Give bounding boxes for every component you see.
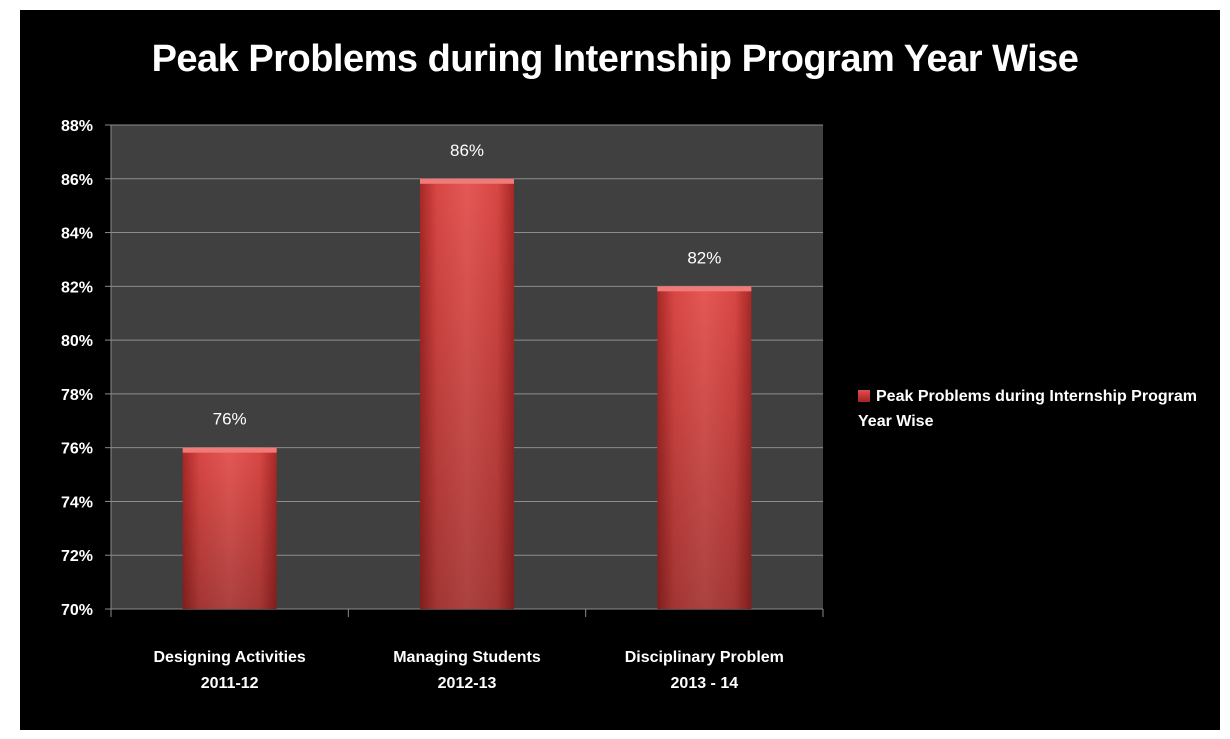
data-label: 82% (687, 248, 721, 267)
y-tick-label: 82% (61, 279, 93, 296)
bar-top-highlight (182, 447, 277, 453)
y-tick-label: 74% (61, 494, 93, 511)
x-category-label: Designing Activities (154, 649, 306, 666)
x-category-label: 2013 - 14 (671, 675, 739, 692)
x-category-label: 2012-13 (438, 675, 497, 692)
y-tick-label: 88% (61, 118, 93, 135)
data-label: 86% (450, 141, 484, 160)
bar-top-highlight (420, 178, 514, 184)
chart-title: Peak Problems during Internship Program … (151, 38, 1079, 80)
y-tick-label: 84% (61, 226, 93, 243)
bar-top-highlight (657, 286, 752, 292)
data-label: 76% (213, 410, 247, 429)
legend-swatch (858, 390, 870, 402)
x-category-label: Disciplinary Problem (625, 649, 784, 666)
legend: Peak Problems during Internship Program … (858, 384, 1203, 434)
x-category-label: Managing Students (393, 649, 541, 666)
legend-label: Peak Problems during Internship Program … (858, 388, 1197, 430)
y-tick-label: 86% (61, 172, 93, 189)
y-tick-label: 80% (61, 333, 93, 350)
y-tick-label: 70% (61, 602, 93, 619)
y-tick-label: 78% (61, 387, 93, 404)
x-category-label: 2011-12 (201, 675, 259, 692)
bar-shade (420, 178, 514, 609)
y-tick-label: 72% (61, 548, 93, 565)
bar-shade (182, 447, 277, 609)
y-tick-label: 76% (61, 441, 93, 458)
bar-shade (657, 286, 752, 609)
